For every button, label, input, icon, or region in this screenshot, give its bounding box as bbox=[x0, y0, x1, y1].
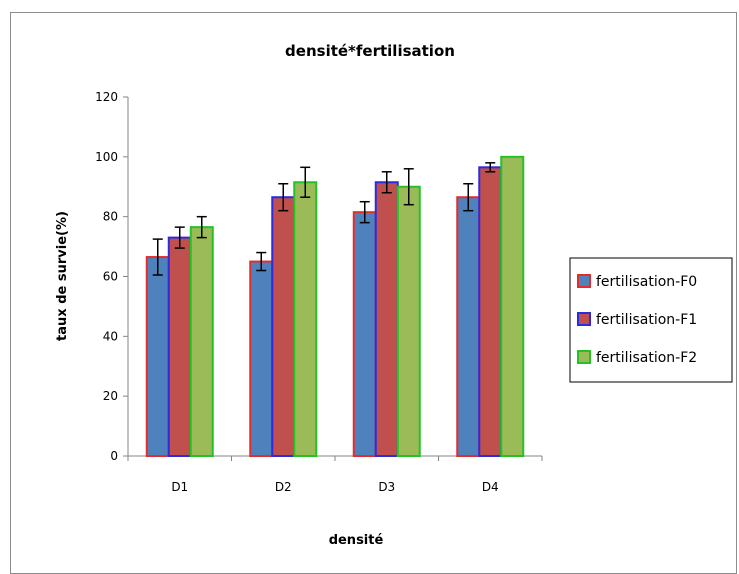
legend-swatch bbox=[577, 312, 591, 326]
bar bbox=[167, 236, 192, 457]
legend-box bbox=[569, 257, 733, 383]
bar bbox=[249, 260, 274, 457]
bar bbox=[478, 166, 503, 457]
bar bbox=[352, 211, 377, 457]
x-tick-label: D1 bbox=[171, 480, 188, 494]
legend-label: fertilisation-F2 bbox=[596, 350, 697, 366]
x-tick-label: D4 bbox=[482, 480, 499, 494]
x-tick-label: D3 bbox=[378, 480, 395, 494]
bar bbox=[456, 196, 481, 458]
x-tick-label: D2 bbox=[275, 480, 292, 494]
bar bbox=[500, 155, 525, 457]
bar bbox=[396, 185, 421, 457]
y-tick-label: 0 bbox=[110, 449, 118, 463]
y-tick-label: 80 bbox=[103, 210, 118, 224]
y-tick-label: 100 bbox=[95, 150, 118, 164]
legend: fertilisation-F0 fertilisation-F1 fertilis… bbox=[569, 257, 733, 383]
chart-title: densité*fertilisation bbox=[285, 42, 455, 60]
y-tick-label: 40 bbox=[103, 329, 118, 343]
bar bbox=[271, 196, 296, 458]
legend-swatch bbox=[577, 274, 591, 288]
y-tick-label: 20 bbox=[103, 389, 118, 403]
bar bbox=[189, 226, 214, 457]
bar bbox=[374, 181, 399, 457]
x-axis-title: densité bbox=[329, 533, 384, 548]
y-axis-title: taux de survie(%) bbox=[55, 211, 70, 341]
legend-label: fertilisation-F1 bbox=[596, 312, 697, 328]
bar bbox=[293, 181, 318, 457]
y-tick-label: 60 bbox=[103, 270, 118, 284]
plot-area: 0 20 40 60 80 100 120 D1 D2 D3 D4 bbox=[95, 90, 543, 494]
legend-label: fertilisation-F0 bbox=[596, 274, 697, 290]
bar bbox=[145, 256, 170, 457]
legend-swatch bbox=[577, 350, 591, 364]
y-tick-label: 120 bbox=[95, 90, 118, 104]
